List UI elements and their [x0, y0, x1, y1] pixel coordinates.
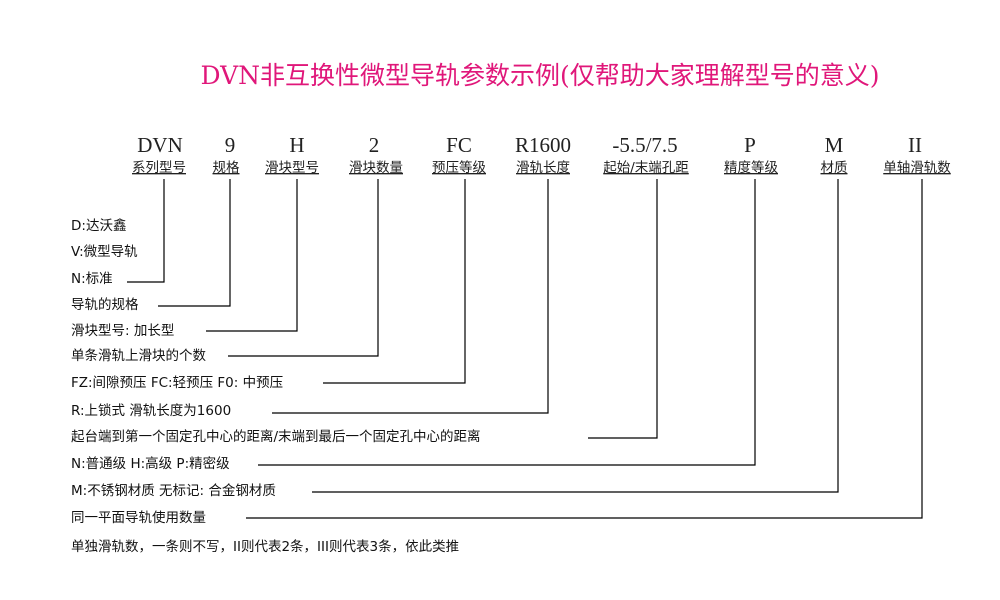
connector-material: [312, 179, 839, 493]
descriptions: D:达沃鑫 V:微型导轨 N:标准 导轨的规格 滑块型号: 加长型 单条滑轨上滑…: [71, 217, 481, 555]
label-series: 系列型号: [132, 160, 186, 176]
desc-n: N:标准: [71, 271, 113, 287]
connector-block-count: [228, 179, 379, 357]
desc-rail-count-note: 单独滑轨数，一条则不写，II则代表2条，III则代表3条，依此类推: [71, 538, 459, 555]
code-rail-count: II: [908, 133, 922, 157]
label-block-count: 滑块数量: [349, 160, 403, 176]
connector-lines: [127, 179, 923, 519]
label-material: 材质: [821, 160, 848, 176]
desc-rail-length: R:上锁式 滑轨长度为1600: [71, 403, 231, 419]
code-rail-length: R1600: [515, 133, 571, 157]
code-size: 9: [225, 133, 236, 157]
connector-accuracy: [258, 179, 756, 466]
code-series: DVN: [137, 133, 183, 157]
label-preload: 预压等级: [432, 159, 486, 176]
label-rail-length: 滑轨长度: [516, 160, 570, 176]
desc-preload: FZ:间隙预压 FC:轻预压 F0: 中预压: [71, 375, 283, 391]
desc-accuracy: N:普通级 H:高级 P:精密级: [71, 455, 230, 472]
desc-block-type: 滑块型号: 加长型: [71, 323, 174, 339]
connector-preload: [323, 179, 466, 384]
code-row: DVN 9 H 2 FC R1600 -5.5/7.5 P M II: [137, 133, 922, 157]
connector-series: [127, 179, 165, 283]
label-row: 系列型号 规格 滑块型号 滑块数量 预压等级 滑轨长度 起始/末端孔距 精度等级…: [132, 159, 951, 176]
diagram-title: DVN非互换性微型导轨参数示例(仅帮助大家理解型号的意义): [200, 61, 879, 90]
connector-rail-count: [246, 179, 923, 519]
label-size: 规格: [213, 160, 240, 176]
code-preload: FC: [446, 133, 472, 157]
label-block-type: 滑块型号: [265, 160, 319, 176]
connector-hole-pitch: [588, 179, 658, 439]
connector-block-type: [206, 179, 298, 332]
desc-hole-pitch: 起台端到第一个固定孔中心的距离/末端到最后一个固定孔中心的距离: [71, 428, 481, 445]
desc-block-count: 单条滑轨上滑块的个数: [71, 347, 206, 364]
desc-material: M:不锈钢材质 无标记: 合金钢材质: [71, 483, 276, 499]
code-block-type: H: [289, 133, 304, 157]
code-accuracy: P: [744, 133, 756, 157]
label-hole-pitch: 起始/末端孔距: [603, 160, 689, 176]
desc-rail-count: 同一平面导轨使用数量: [71, 509, 206, 526]
desc-v: V:微型导轨: [71, 244, 138, 260]
code-hole-pitch: -5.5/7.5: [612, 133, 677, 157]
code-material: M: [825, 133, 844, 157]
connector-size: [158, 179, 231, 307]
desc-d: D:达沃鑫: [71, 217, 126, 234]
code-block-count: 2: [369, 133, 380, 157]
desc-size: 导轨的规格: [71, 297, 139, 313]
connector-rail-length: [272, 179, 549, 414]
label-accuracy: 精度等级: [724, 159, 778, 176]
label-rail-count: 单轴滑轨数: [883, 160, 951, 176]
